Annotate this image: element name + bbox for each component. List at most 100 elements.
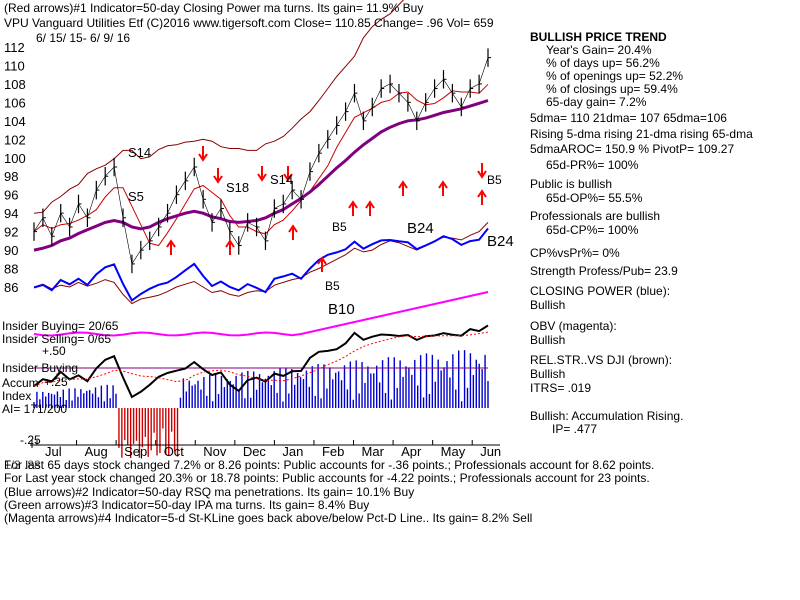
ai-label: AI= 171/200 xyxy=(2,402,68,416)
right-panel-line: ITRS= .019 xyxy=(530,381,592,395)
right-panel-line: 65-day gain= 7.2% xyxy=(546,95,647,109)
x-tick-label: Dec xyxy=(243,444,267,459)
buy-arrow-head xyxy=(288,224,298,233)
relative-strength-line xyxy=(33,324,489,399)
ma65-line xyxy=(33,99,489,252)
date-range: 6/ 15/ 15- 6/ 9/ 16 xyxy=(36,31,131,45)
signal-arrows xyxy=(166,146,487,272)
right-panel-line: Rising 5-dma rising 21-dma rising 65-dma xyxy=(530,127,753,141)
right-panel-line: Bullish xyxy=(530,298,566,312)
x-tick-label: Sep xyxy=(124,444,147,459)
y-tick-label: 110 xyxy=(4,58,25,73)
buy-arrow-head xyxy=(348,200,358,209)
annotation-b24b: B24 xyxy=(487,233,514,250)
x-tick-label: Mar xyxy=(362,444,385,459)
upper-band xyxy=(33,0,405,214)
annotation-b10: B10 xyxy=(328,301,355,318)
right-panel-line: Professionals are bullish xyxy=(530,209,661,223)
y-tick-label: 92 xyxy=(4,225,18,240)
right-panel-line: REL.STR..VS DJI (brown): xyxy=(530,353,673,367)
y-tick-label: 100 xyxy=(4,151,26,166)
right-panel-line: Strength Profess/Pub= 23.9 xyxy=(530,264,678,278)
x-tick-label: Oct xyxy=(164,444,185,459)
annotation-s14: S14 xyxy=(128,145,152,160)
y-tick-label: 98 xyxy=(4,169,18,184)
header-symbol-line: VPU Vanguard Utilities Etf (C)2016 www.t… xyxy=(4,16,494,30)
minus25-label: -.25 xyxy=(20,433,41,447)
insider-selling-label: Insider Selling= 0/65 xyxy=(2,332,112,346)
right-panel-line: 5dma= 110 21dma= 107 65dma=106 xyxy=(530,111,727,125)
right-panel-line: % of days up= 56.2% xyxy=(546,56,660,70)
lower-band xyxy=(33,222,489,305)
x-tick-label: Apr xyxy=(401,444,422,459)
right-panel-line: Bullish xyxy=(530,367,566,381)
right-panel-line: OBV (magenta): xyxy=(530,319,617,333)
buy-arrow-head xyxy=(477,189,487,198)
y-tick-label: 112 xyxy=(4,40,25,55)
sell-arrow-head xyxy=(477,170,487,179)
obv-line xyxy=(33,291,489,337)
acc-label-1: Insider Buying xyxy=(2,361,79,375)
right-panel-line: 65d-OP%= 55.5% xyxy=(546,191,643,205)
acc-label-3: Index xyxy=(2,389,32,403)
footer-overlay: 1/3 .88 xyxy=(4,458,41,472)
x-tick-label: Jan xyxy=(282,444,303,459)
y-tick-label: 94 xyxy=(4,206,18,221)
y-tick-label: 88 xyxy=(4,262,18,277)
footer-65day-line: For last 65 days stock changed 7.2% or 8… xyxy=(4,458,655,472)
annotation-s5: S5 xyxy=(128,189,144,204)
y-tick-label: 90 xyxy=(4,243,18,258)
footer-magenta-arrows: (Magenta arrows)#4 Indicator=5-d St-KLin… xyxy=(4,511,533,525)
y-tick-label: 102 xyxy=(4,132,26,147)
closing-power-line xyxy=(33,227,489,302)
y-tick-label: 108 xyxy=(4,77,26,92)
right-panel-line: Year's Gain= 20.4% xyxy=(546,43,652,57)
buy-arrow-head xyxy=(225,239,235,248)
relative-strength-line xyxy=(33,324,489,399)
closing-power-line xyxy=(33,227,489,302)
footer-blue-arrows: (Blue arrows)#2 Indicator=50-day RSQ ma … xyxy=(4,485,415,499)
right-panel-line: Bullish xyxy=(530,333,566,347)
x-tick-label: Nov xyxy=(203,444,227,459)
right-panel-line: 65d-PR%= 100% xyxy=(546,158,639,172)
right-panel-line: CLOSING POWER (blue): xyxy=(530,284,671,298)
right-panel-line: % of openings up= 52.2% xyxy=(546,69,684,83)
y-tick-label: 106 xyxy=(4,95,26,110)
sell-arrow-head xyxy=(198,153,208,162)
price-bars xyxy=(33,48,491,274)
y-tick-label: 104 xyxy=(4,114,26,129)
right-panel-line: Bullish: Accumulation Rising. xyxy=(530,409,684,423)
accumulation-histogram xyxy=(33,350,489,458)
right-panel-line: CP%vsPr%= 0% xyxy=(530,246,620,260)
insider-buying-label: Insider Buying= 20/65 xyxy=(2,319,119,333)
x-tick-label: May xyxy=(441,444,466,459)
x-tick-label: Aug xyxy=(85,444,108,459)
buy-arrow-head xyxy=(398,180,408,189)
relative-strength-ma xyxy=(33,331,489,387)
ma21-line xyxy=(33,83,489,247)
footer-green-arrows: (Green arrows)#3 Indicator=50-day IPA ma… xyxy=(4,498,370,512)
x-tick-label: Jun xyxy=(480,444,501,459)
header-indicator-line: (Red arrows)#1 Indicator=50-day Closing … xyxy=(4,1,424,15)
acc-label-2: Accum xyxy=(2,376,39,390)
plus25-label: +.25 xyxy=(44,375,68,389)
right-panel-line: 65d-CP%= 100% xyxy=(546,223,639,237)
axes: 112 110 108 106 104 102 100 98 96 94 92 90 88 86 Jul Au… xyxy=(4,40,501,459)
x-tick-label: Jul xyxy=(45,444,62,459)
buy-arrow-head xyxy=(438,180,448,189)
price-line xyxy=(33,57,489,265)
footer-year-line: For Last year stock changed 20.3% or 18.… xyxy=(4,471,650,485)
plus50-label: +.50 xyxy=(42,344,66,358)
sell-arrow-head xyxy=(283,173,293,182)
right-panel-line: 5dmaAROC= 150.9 % PivotP= 109.27 xyxy=(530,142,735,156)
annotation-b24a: B24 xyxy=(407,220,434,237)
buy-arrow-head xyxy=(166,239,176,248)
sell-arrow-head xyxy=(257,173,267,182)
sell-arrow-head xyxy=(213,175,223,184)
obv-line xyxy=(33,291,489,337)
annotation-s18: S18 xyxy=(226,180,250,195)
annotation-b5a: B5 xyxy=(487,173,502,187)
y-tick-label: 86 xyxy=(4,280,18,295)
y-tick-label: 96 xyxy=(4,188,18,203)
